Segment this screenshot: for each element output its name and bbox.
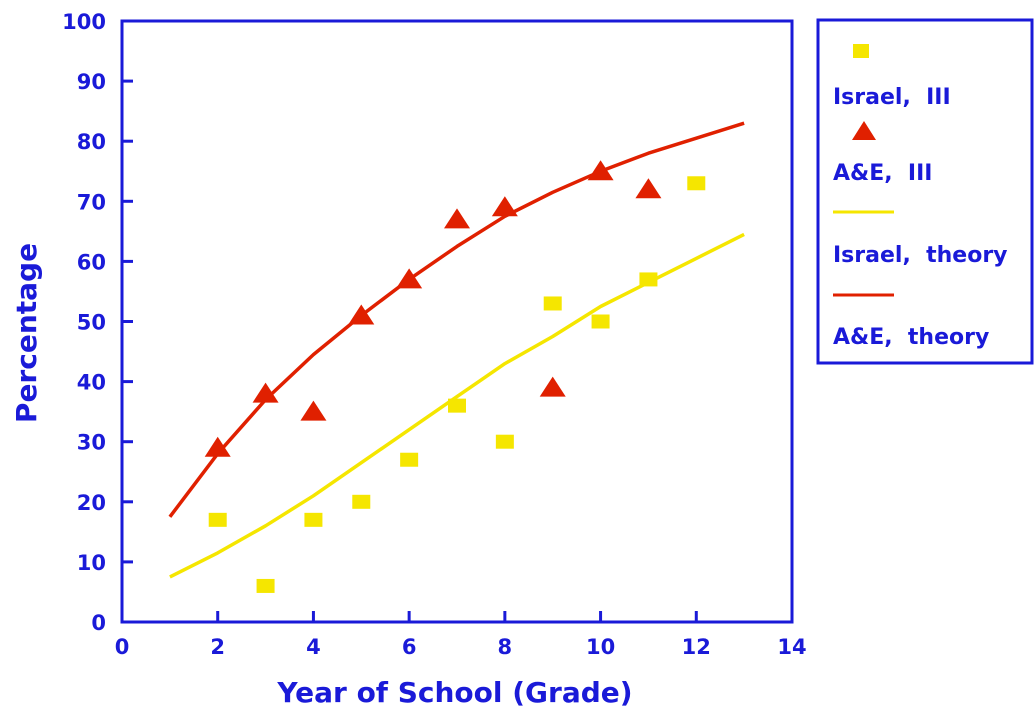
data-point-square (304, 512, 323, 527)
x-tick-label: 2 (210, 635, 225, 659)
data-point-triangle (204, 436, 231, 457)
y-tick-label: 90 (77, 70, 106, 94)
x-tick-label: 8 (498, 635, 513, 659)
data-point-triangle (348, 304, 375, 325)
legend-box (816, 18, 1034, 365)
data-point-triangle (444, 208, 470, 229)
x-tick-label: 0 (115, 635, 130, 659)
legend-marker-israel-iii (853, 44, 869, 58)
data-point-triangle (635, 178, 662, 199)
y-tick-label: 50 (77, 311, 106, 335)
series-layer (168, 121, 745, 593)
data-point-triangle (491, 196, 518, 217)
y-tick-label: 80 (77, 130, 106, 154)
legend-label-israel-iii: Israel, III (833, 85, 951, 110)
data-point-square (256, 578, 275, 593)
plot-frame (120, 19, 794, 624)
legend-label-ae-iii: A&E, III (833, 161, 932, 186)
y-tick-label: 20 (77, 491, 106, 515)
legend: Israel, III A&E, III Israel, theory A&E,… (816, 18, 1034, 365)
data-point-triangle (396, 268, 423, 289)
data-point-triangle (252, 382, 279, 403)
data-point-square (352, 494, 371, 509)
y-tick-label: 100 (62, 10, 106, 34)
data-point-square (208, 512, 227, 527)
data-point-square (448, 398, 466, 413)
data-point-square (495, 434, 514, 449)
y-axis-title: Percentage (10, 243, 43, 423)
plot-area (120, 19, 794, 624)
x-tick-label: 14 (777, 635, 806, 659)
x-tick-label: 6 (402, 635, 417, 659)
y-tick-label: 0 (91, 611, 106, 635)
data-point-triangle (300, 400, 327, 421)
y-tick-label: 70 (77, 190, 106, 214)
data-point-triangle (539, 376, 566, 397)
legend-label-israel-theory: Israel, theory (833, 243, 1008, 268)
x-tick-label: 4 (306, 635, 321, 659)
series-line-a-e-theory (168, 121, 745, 518)
y-tick-label: 40 (77, 371, 106, 395)
x-axis: 0 2 4 6 8 10 12 14 (115, 611, 807, 659)
y-tick-label: 10 (77, 551, 106, 575)
x-axis-title: Year of School (Grade) (276, 676, 632, 709)
legend-label-ae-theory: A&E, theory (833, 325, 989, 350)
y-tick-label: 60 (77, 250, 106, 274)
data-point-square (591, 314, 610, 329)
data-point-square (543, 296, 562, 311)
data-point-square (400, 452, 419, 467)
x-tick-label: 10 (586, 635, 615, 659)
x-tick-label: 12 (682, 635, 711, 659)
y-axis: 0 10 20 30 40 50 60 70 80 90 100 (62, 10, 133, 635)
data-point-square (639, 272, 658, 287)
y-tick-label: 30 (77, 431, 106, 455)
data-point-triangle (587, 160, 614, 181)
legend-marker-ae-iii (852, 121, 876, 140)
data-point-square (687, 176, 706, 191)
